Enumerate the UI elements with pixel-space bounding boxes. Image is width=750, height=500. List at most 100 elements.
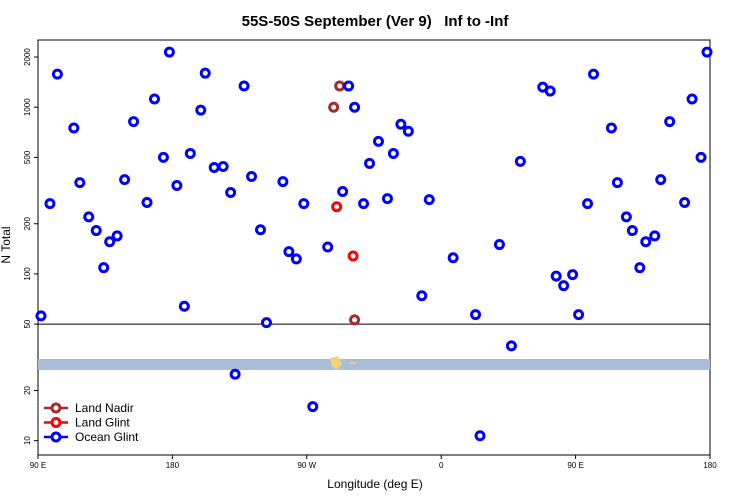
legend-marker bbox=[50, 431, 62, 443]
point bbox=[664, 116, 676, 128]
y-tick-label: 500 bbox=[23, 150, 32, 164]
point bbox=[199, 67, 211, 79]
point bbox=[290, 253, 302, 265]
point bbox=[364, 157, 376, 169]
point bbox=[184, 147, 196, 159]
point bbox=[141, 197, 153, 209]
point bbox=[157, 151, 169, 163]
point bbox=[44, 198, 56, 210]
point bbox=[337, 186, 349, 198]
point bbox=[544, 85, 556, 97]
x-tick-label: 0 bbox=[439, 461, 444, 470]
x-axis-title: Longitude (deg E) bbox=[327, 477, 422, 491]
point bbox=[298, 198, 310, 210]
x-tick-label: 180 bbox=[703, 461, 717, 470]
y-tick-label: 10 bbox=[23, 436, 32, 445]
point bbox=[402, 125, 414, 137]
point bbox=[229, 368, 241, 380]
legend-marker bbox=[50, 402, 62, 414]
point bbox=[171, 180, 183, 192]
point bbox=[90, 225, 102, 237]
y-tick-label: 200 bbox=[23, 217, 32, 231]
point bbox=[98, 262, 110, 274]
point bbox=[416, 290, 428, 302]
point bbox=[128, 116, 140, 128]
plot-frame bbox=[37, 39, 711, 456]
point bbox=[334, 80, 346, 92]
point bbox=[349, 101, 361, 113]
legend-text: Land Nadir bbox=[75, 401, 134, 415]
map-strip bbox=[38, 359, 710, 370]
point bbox=[686, 93, 698, 105]
point bbox=[163, 46, 175, 58]
point bbox=[381, 193, 393, 205]
point bbox=[447, 252, 459, 264]
legend-text: Ocean Glint bbox=[75, 430, 139, 444]
x-tick-label: 90 E bbox=[30, 461, 46, 470]
point bbox=[550, 270, 562, 282]
point bbox=[514, 155, 526, 167]
point bbox=[655, 174, 667, 186]
map-land bbox=[350, 362, 356, 364]
y-tick-label: 1000 bbox=[23, 98, 32, 116]
point bbox=[343, 80, 355, 92]
point bbox=[505, 340, 517, 352]
point bbox=[119, 174, 131, 186]
x-tick-label: 180 bbox=[166, 461, 180, 470]
point bbox=[573, 309, 585, 321]
y-axis-title: N Total bbox=[0, 226, 13, 263]
point bbox=[701, 46, 713, 58]
point bbox=[605, 122, 617, 134]
point bbox=[620, 211, 632, 223]
point bbox=[395, 118, 407, 130]
point bbox=[349, 314, 361, 326]
point bbox=[322, 241, 334, 253]
y-tick-label: 50 bbox=[23, 319, 32, 328]
chart-title: 55S-50S September (Ver 9) Inf to -Inf bbox=[242, 13, 510, 30]
point bbox=[74, 177, 86, 189]
y-tick-label: 2000 bbox=[23, 48, 32, 66]
point bbox=[255, 224, 267, 236]
point bbox=[634, 262, 646, 274]
point bbox=[328, 101, 340, 113]
point bbox=[679, 197, 691, 209]
x-tick-label: 90 W bbox=[297, 461, 316, 470]
point bbox=[260, 317, 272, 329]
point bbox=[695, 151, 707, 163]
point bbox=[474, 430, 486, 442]
point bbox=[493, 239, 505, 251]
point bbox=[611, 177, 623, 189]
x-tick-label: 90 E bbox=[567, 461, 583, 470]
point bbox=[626, 225, 638, 237]
point bbox=[582, 198, 594, 210]
point bbox=[208, 161, 220, 173]
point bbox=[51, 68, 63, 80]
point bbox=[238, 80, 250, 92]
point bbox=[372, 135, 384, 147]
point bbox=[567, 269, 579, 281]
point bbox=[68, 122, 80, 134]
point bbox=[225, 186, 237, 198]
point bbox=[387, 147, 399, 159]
point bbox=[83, 211, 95, 223]
point bbox=[588, 68, 600, 80]
map-land bbox=[330, 356, 342, 370]
point bbox=[640, 236, 652, 248]
point bbox=[423, 194, 435, 206]
point bbox=[558, 280, 570, 292]
point bbox=[178, 300, 190, 312]
point bbox=[283, 246, 295, 258]
point bbox=[358, 198, 370, 210]
point bbox=[148, 93, 160, 105]
point bbox=[217, 160, 229, 172]
point bbox=[331, 201, 343, 213]
y-tick-label: 20 bbox=[23, 385, 32, 394]
point bbox=[195, 104, 207, 116]
point bbox=[277, 176, 289, 188]
legend-text: Land Glint bbox=[75, 416, 130, 430]
point bbox=[104, 236, 116, 248]
point bbox=[246, 171, 258, 183]
point bbox=[649, 230, 661, 242]
point bbox=[347, 250, 359, 262]
point bbox=[35, 310, 47, 322]
